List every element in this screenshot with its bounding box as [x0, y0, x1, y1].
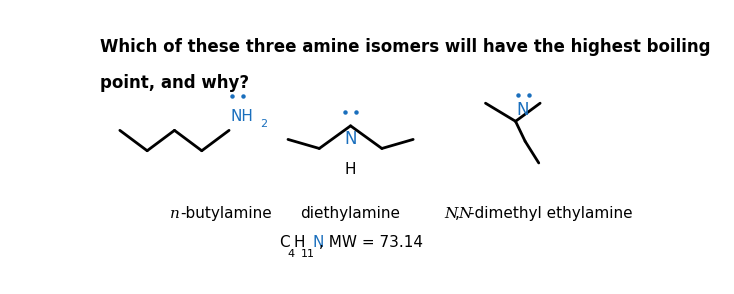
Text: N: N — [445, 207, 458, 221]
Text: N: N — [313, 235, 324, 250]
Text: , MW = 73.14: , MW = 73.14 — [319, 235, 424, 250]
Text: ,: , — [454, 206, 459, 221]
Text: point, and why?: point, and why? — [101, 74, 250, 92]
Text: -butylamine: -butylamine — [180, 206, 272, 221]
Text: H: H — [345, 162, 356, 177]
Text: N: N — [459, 207, 472, 221]
Text: NH: NH — [230, 108, 254, 123]
Text: diethylamine: diethylamine — [301, 206, 401, 221]
Text: H: H — [293, 235, 305, 250]
Text: C: C — [280, 235, 290, 250]
Text: N: N — [517, 101, 529, 119]
Text: 4: 4 — [288, 249, 294, 259]
Text: Which of these three amine isomers will have the highest boiling: Which of these three amine isomers will … — [101, 38, 711, 56]
Text: n: n — [170, 207, 180, 221]
Text: N: N — [344, 130, 357, 148]
Text: -dimethyl ethylamine: -dimethyl ethylamine — [469, 206, 633, 221]
Text: 11: 11 — [301, 249, 315, 259]
Text: 2: 2 — [261, 119, 267, 129]
